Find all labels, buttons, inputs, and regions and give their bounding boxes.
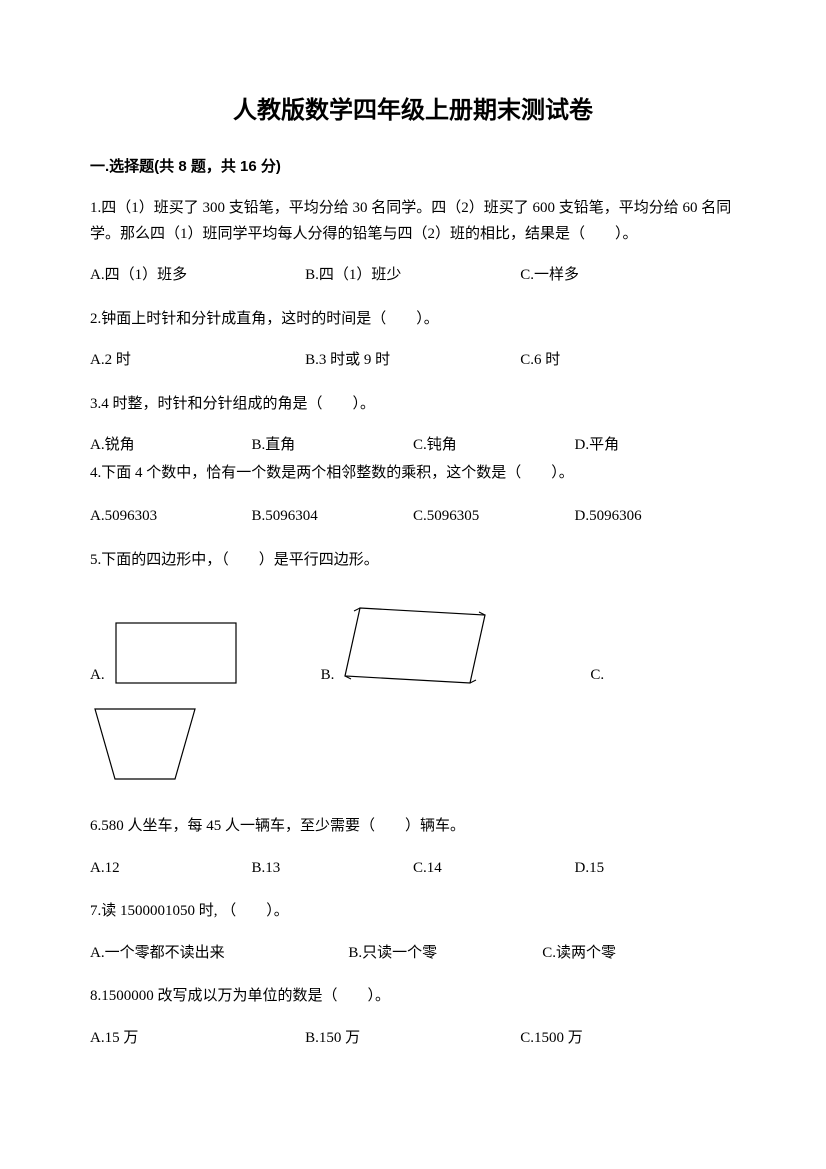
q1-option-a: A.四（1）班多	[90, 263, 305, 289]
q4-option-d: D.5096306	[575, 504, 737, 530]
q4-option-a: A.5096303	[90, 504, 252, 530]
q6-option-c: C.14	[413, 856, 575, 882]
question-7-options: A.一个零都不读出来 B.只读一个零 C.读两个零	[90, 941, 736, 967]
trapezoid-shape-icon	[90, 704, 200, 784]
question-3-options: A.锐角 B.直角 C.钝角 D.平角	[90, 433, 736, 459]
question-6: 6.580 人坐车，每 45 人一辆车，至少需要（ ）辆车。	[90, 814, 736, 840]
q1-option-b: B.四（1）班少	[305, 263, 520, 289]
q8-option-a: A.15 万	[90, 1026, 305, 1052]
q6-option-a: A.12	[90, 856, 252, 882]
q2-option-a: A.2 时	[90, 348, 305, 374]
q7-option-c: C.读两个零	[542, 941, 736, 967]
q4-option-c: C.5096305	[413, 504, 575, 530]
question-2: 2.钟面上时针和分针成直角，这时的时间是（ ）。	[90, 307, 736, 333]
q3-option-a: A.锐角	[90, 433, 252, 459]
q6-option-d: D.15	[575, 856, 737, 882]
question-4-options: A.5096303 B.5096304 C.5096305 D.5096306	[90, 504, 736, 530]
question-1-options: A.四（1）班多 B.四（1）班少 C.一样多	[90, 263, 736, 289]
rectangle-shape-icon	[111, 618, 241, 688]
parallelogram-shape-icon	[340, 603, 490, 688]
q5-shape-c-container	[90, 704, 736, 784]
question-5-options: A. B. C.	[90, 603, 736, 688]
q2-option-c: C.6 时	[520, 348, 735, 374]
question-6-options: A.12 B.13 C.14 D.15	[90, 856, 736, 882]
question-4: 4.下面 4 个数中，恰有一个数是两个相邻整数的乘积，这个数是（ ）。	[90, 461, 736, 487]
question-5: 5.下面的四边形中，（ ）是平行四边形。	[90, 548, 736, 574]
q7-option-a: A.一个零都不读出来	[90, 941, 348, 967]
q5-option-c: C.	[590, 667, 604, 688]
q5-label-c: C.	[590, 667, 604, 688]
q2-option-b: B.3 时或 9 时	[305, 348, 520, 374]
q6-option-b: B.13	[252, 856, 414, 882]
q5-label-a: A.	[90, 667, 105, 688]
q5-label-b: B.	[321, 667, 335, 688]
q3-option-b: B.直角	[252, 433, 414, 459]
question-7: 7.读 1500001050 时, （ ）。	[90, 899, 736, 925]
q5-option-a: A.	[90, 618, 241, 688]
question-8-options: A.15 万 B.150 万 C.1500 万	[90, 1026, 736, 1052]
page-title: 人教版数学四年级上册期末测试卷	[90, 90, 736, 125]
q8-option-c: C.1500 万	[520, 1026, 735, 1052]
q5-option-b: B.	[321, 603, 491, 688]
q3-option-d: D.平角	[575, 433, 737, 459]
question-8: 8.1500000 改写成以万为单位的数是（ ）。	[90, 984, 736, 1010]
q8-option-b: B.150 万	[305, 1026, 520, 1052]
question-1: 1.四（1）班买了 300 支铅笔，平均分给 30 名同学。四（2）班买了 60…	[90, 196, 736, 247]
q4-option-b: B.5096304	[252, 504, 414, 530]
q7-option-b: B.只读一个零	[348, 941, 542, 967]
section-header: 一.选择题(共 8 题，共 16 分)	[90, 155, 736, 176]
question-3: 3.4 时整，时针和分针组成的角是（ ）。	[90, 392, 736, 418]
question-2-options: A.2 时 B.3 时或 9 时 C.6 时	[90, 348, 736, 374]
q3-option-c: C.钝角	[413, 433, 575, 459]
q1-option-c: C.一样多	[520, 263, 735, 289]
